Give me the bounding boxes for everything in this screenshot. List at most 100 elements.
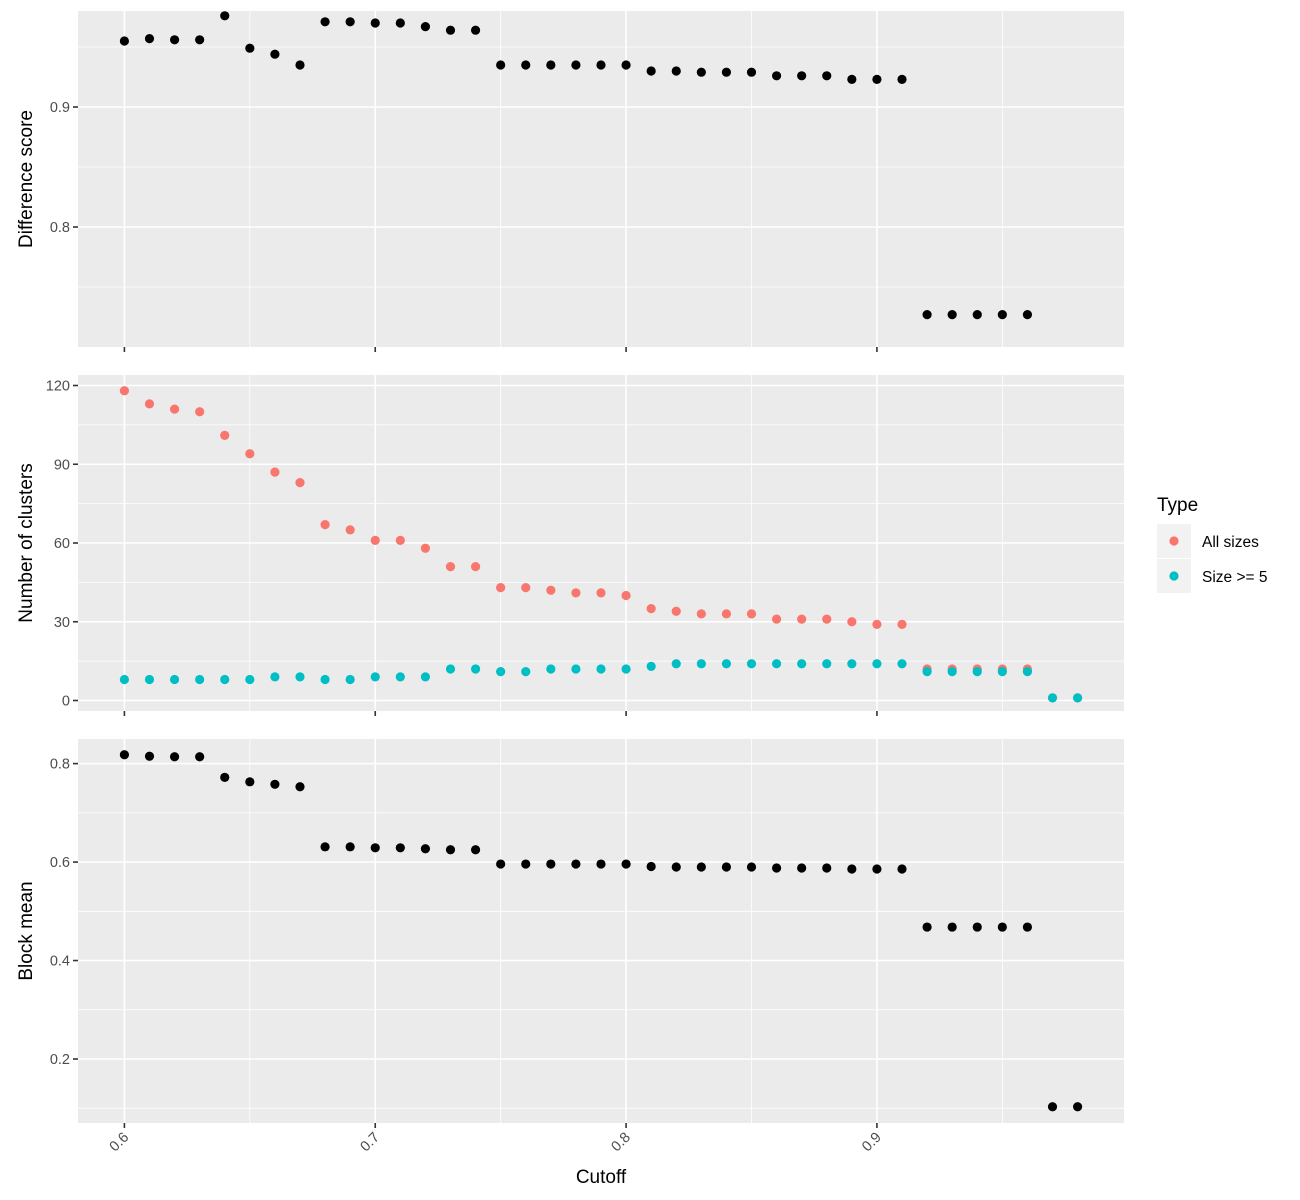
data-point [1047,693,1058,703]
data-point [972,667,982,677]
y-axis-title: Number of clusters [16,463,37,622]
data-point [922,922,932,932]
data-point [671,862,681,872]
x-tick-label: 0.9 [859,1130,885,1156]
data-point [872,74,882,84]
data-point [746,659,757,669]
data-point [496,60,506,70]
legend-title: Type [1157,495,1198,516]
data-point [872,864,882,874]
data-point [295,672,305,682]
data-point [169,752,180,762]
data-point [621,664,631,674]
data-point [646,861,656,872]
data-point [847,617,857,627]
data-point [872,619,882,629]
legend-swatch [1169,571,1179,581]
data-point [646,66,656,76]
data-point [245,43,255,53]
data-point [546,859,556,869]
x-tick-label: 0.8 [608,1130,634,1156]
legend: Type All sizes Size >= 5 [1157,495,1268,593]
data-point [1072,693,1083,703]
data-point [671,606,681,616]
data-point [1047,1102,1058,1112]
data-point [797,71,807,81]
data-point [270,49,280,59]
data-point [947,667,957,677]
data-point [621,60,631,70]
data-point [395,18,405,28]
data-point [496,583,506,593]
panel-3: 0.2 0.4 0.6 0.8 Block mean [16,739,1124,1128]
x-tick-label: 0.6 [107,1130,133,1156]
data-point [270,779,280,789]
data-point [220,430,230,440]
data-point [771,614,782,624]
series-points [119,750,1083,1112]
data-point [320,842,330,852]
data-point [997,667,1007,677]
data-point [546,664,556,674]
data-point [696,609,706,619]
data-point [445,664,456,674]
data-point [195,407,205,417]
data-point [220,772,230,783]
data-point [245,674,255,685]
data-point [270,672,280,682]
data-point [972,922,982,932]
data-point [822,863,832,873]
data-point [496,859,506,869]
data-point [897,659,907,669]
data-point [395,843,405,853]
data-point [696,67,706,77]
data-point [169,674,180,685]
data-point [897,74,907,84]
data-point [571,588,581,598]
y-tick-label: 0.8 [50,757,70,773]
data-point [822,71,832,81]
data-point [320,674,330,685]
x-axis-title: Cutoff [576,1167,627,1188]
data-point [721,609,732,619]
data-point [521,583,531,593]
y-tick-label: 0.2 [50,1052,70,1068]
data-point [119,36,130,46]
data-point [847,864,857,874]
data-point [119,750,130,760]
data-point [395,535,405,545]
data-point [470,562,481,572]
data-point [521,859,531,869]
data-point [395,672,405,682]
data-point [470,845,481,855]
data-point [320,520,330,530]
data-point [295,478,305,488]
data-point [345,674,355,685]
data-point [721,659,732,669]
data-point [621,859,631,869]
data-point [470,664,481,674]
data-point [420,844,431,854]
data-point [847,74,857,84]
y-tick-label: 120 [46,379,70,395]
data-point [972,310,982,320]
data-point [596,60,606,70]
data-point [822,659,832,669]
data-point [445,562,456,572]
series-points [119,11,1033,320]
data-point [119,386,130,396]
y-tick-label: 90 [54,457,70,473]
data-point [470,25,481,35]
data-point [521,60,531,70]
data-point [746,67,757,77]
data-point [370,672,380,682]
data-point [345,17,355,27]
data-point [847,659,857,669]
data-point [521,667,531,677]
data-point [947,310,957,320]
series-size-5 [119,659,1083,703]
data-point [345,842,355,852]
data-point [295,782,305,792]
data-point [320,17,330,27]
data-point [195,752,205,762]
